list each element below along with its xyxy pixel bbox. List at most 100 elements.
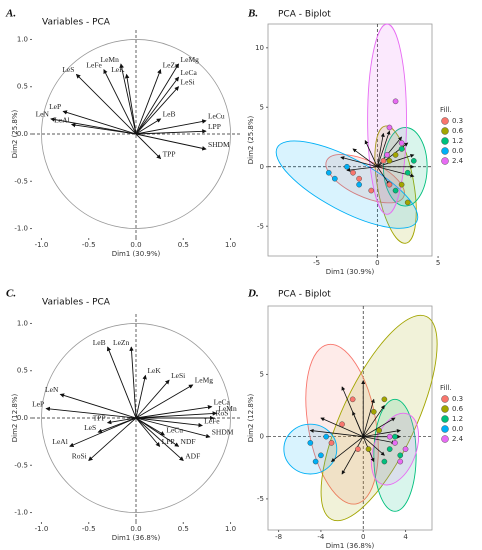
variable-label: LeB [163, 110, 176, 119]
loading-arrow [75, 73, 137, 135]
point [339, 421, 345, 428]
loading-arrow [135, 417, 203, 428]
variable-label: LeP [49, 102, 61, 111]
loading-arrow [106, 417, 137, 425]
y-axis-label: Dim2 (25.8%) [11, 109, 19, 158]
legend-swatch [441, 435, 449, 443]
legend-label: 1.2 [452, 415, 463, 423]
variable-label: LeN [36, 110, 50, 119]
loading-arrow [346, 166, 378, 172]
y-axis-label: Dim2 (25.8%) [247, 115, 255, 164]
loading-arrow [309, 428, 364, 438]
point [392, 187, 399, 194]
variable-label: TPP [163, 149, 176, 158]
variable-label: SHDM [208, 140, 230, 149]
loading-arrow [135, 384, 194, 419]
x-axis-label: Dim1 (30.9%) [326, 268, 375, 276]
y-tick-label: 5 [260, 370, 264, 378]
loading-arrow [320, 417, 364, 438]
panel-title: Variables - PCA [42, 298, 111, 308]
legend-label: 0.6 [452, 127, 464, 135]
loading-arrow [70, 122, 137, 135]
legend-swatch [441, 127, 449, 135]
loading-arrow [352, 148, 378, 168]
loading-arrow [363, 436, 396, 445]
point [386, 158, 393, 164]
variable-label: LeMg [195, 376, 214, 385]
loading-arrow [363, 429, 401, 438]
x-tick-label: 0.5 [178, 241, 189, 249]
y-tick-label: -5 [257, 222, 264, 230]
legend-label: 0.6 [452, 405, 464, 413]
loading-arrow [119, 63, 137, 135]
variable-label: SHDM [212, 428, 234, 437]
loading-arrow [135, 417, 180, 447]
legend-label: 0.0 [452, 425, 463, 433]
y-tick-label: 0.0 [17, 414, 28, 422]
confidence-ellipse [275, 140, 419, 229]
plot-frame [267, 305, 433, 531]
y-tick-label: -0.5 [14, 177, 28, 185]
x-tick-label: 4 [403, 533, 408, 541]
y-tick-label: 5 [260, 103, 264, 111]
variable-label: RoS [216, 409, 229, 418]
loading-arrow [135, 417, 184, 462]
legend-swatch [441, 157, 449, 165]
point [325, 169, 332, 176]
loading-arrow [364, 139, 378, 167]
legend-label: 2.4 [452, 157, 464, 165]
variable-label: LeZn [163, 60, 179, 69]
loading-arrow [69, 417, 137, 447]
panel-letter: A. [5, 8, 16, 20]
point [397, 452, 404, 459]
y-tick-label: 0.5 [17, 367, 28, 375]
loading-arrow [135, 374, 147, 419]
variable-label: NDF [181, 437, 196, 446]
loading-arrow [377, 166, 390, 186]
loading-arrow [352, 411, 364, 437]
variable-label: LeB [93, 338, 106, 347]
point [356, 175, 362, 182]
point [398, 146, 405, 152]
y-tick-label: 1.0 [17, 35, 28, 43]
point [404, 169, 411, 176]
y-tick-label: -1.0 [14, 225, 28, 233]
loading-arrow [135, 404, 213, 419]
point [318, 452, 324, 459]
variable-label: LeSi [181, 77, 195, 86]
point [376, 427, 382, 434]
legend-swatch [441, 117, 449, 125]
y-axis-label: Dim2 (12.8%) [247, 393, 255, 442]
variable-label: LeP [32, 399, 44, 408]
loading-arrow [88, 417, 137, 462]
loading-arrow [376, 130, 391, 167]
x-tick-label: -4 [317, 533, 325, 541]
loading-arrow [135, 86, 180, 135]
legend-swatch [441, 147, 449, 155]
point [380, 158, 387, 164]
y-tick-label: -5 [257, 495, 264, 503]
loading-arrow [377, 154, 415, 168]
panel: A. Variables - PCA -1.0 -0.5 0.0 0.5 1.0 -1.0 -0… [5, 8, 240, 258]
panel-title: PCA - Biplot [278, 290, 331, 300]
loading-arrow [135, 129, 207, 135]
plot-frame [267, 23, 433, 257]
x-tick-label: 0 [375, 259, 379, 267]
panel: C. Variables - PCA -1.0 -0.5 0.0 0.5 1.0 -1.0 -0… [6, 288, 240, 542]
loading-arrow [124, 73, 137, 135]
point [349, 396, 356, 403]
point [344, 163, 350, 170]
loading-arrow [129, 346, 137, 419]
confidence-ellipse [373, 398, 417, 512]
variable-label: LeAl [54, 115, 69, 124]
variable-label: RoSi [72, 451, 87, 460]
loading-arrow [135, 411, 218, 419]
point [323, 433, 329, 440]
y-tick-label: 0.0 [17, 130, 28, 138]
point [392, 433, 398, 440]
y-tick-label: 1.0 [17, 319, 28, 327]
variable-label: ADF [185, 451, 200, 460]
y-tick-label: 0.5 [17, 83, 28, 91]
loading-arrow [103, 69, 137, 135]
